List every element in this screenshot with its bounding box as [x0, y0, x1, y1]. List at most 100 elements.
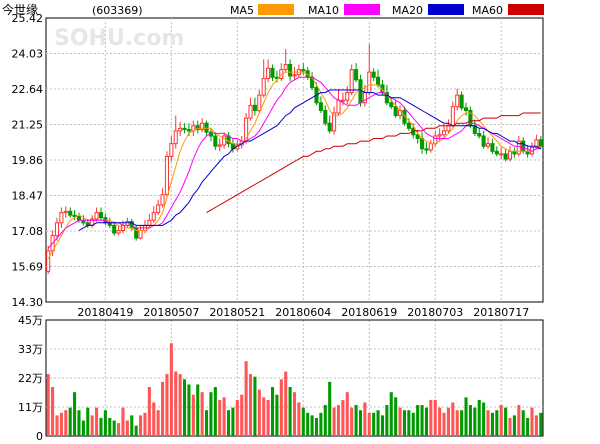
candle-body-up — [46, 250, 51, 272]
volume-bar — [178, 374, 182, 436]
volume-bar — [314, 417, 319, 436]
volume-bar — [407, 410, 411, 436]
volume-bar — [130, 415, 134, 436]
volume-bar — [156, 410, 160, 436]
volume-bar — [266, 399, 270, 436]
volume-bar — [306, 412, 310, 436]
volume-bar — [451, 402, 455, 436]
volume-bar — [416, 405, 420, 436]
candle-body-up — [442, 130, 447, 136]
candle-body-up — [437, 134, 442, 137]
volume-bar — [446, 407, 450, 436]
candle-body-up — [178, 127, 183, 132]
candle-body-down — [415, 134, 420, 140]
candle-body-down — [327, 122, 332, 132]
candle-body-down — [252, 104, 257, 111]
chart-header: 今世缘 (603369) SOHU.com MA5 MA10 MA20 MA60 — [2, 2, 544, 51]
volume-bar — [455, 410, 459, 436]
candle-body-down — [301, 69, 306, 72]
volume-bar — [398, 407, 402, 436]
volume-bar — [512, 415, 516, 436]
volume-bar — [345, 392, 349, 436]
volume-bar — [288, 387, 292, 436]
volume-bar — [376, 410, 380, 436]
volume-bar — [257, 389, 261, 436]
volume-bar — [112, 420, 116, 436]
volume-bar — [297, 402, 301, 436]
legend-swatch — [258, 4, 294, 15]
volume-bar — [248, 374, 253, 436]
volume-bar — [477, 399, 481, 436]
candle-body-up — [507, 150, 513, 160]
volume-bar — [473, 407, 477, 436]
candle-body-up — [169, 143, 174, 157]
candle-body-up — [63, 210, 68, 214]
volume-bar — [433, 399, 437, 436]
volume-bar — [231, 407, 235, 436]
volume-bar — [59, 412, 63, 436]
candle-body-up — [283, 63, 288, 71]
candle-body-down — [195, 125, 200, 131]
volume-bar — [222, 397, 226, 436]
candle-body-up — [151, 212, 156, 221]
candle-body-down — [376, 76, 381, 86]
volume-bar — [380, 415, 385, 436]
volume-bar — [147, 387, 151, 436]
ma-line-ma10 — [47, 76, 541, 249]
volume-bar — [332, 407, 336, 436]
volume-bar — [161, 381, 165, 436]
date-tick-label: 20180604 — [275, 306, 331, 319]
volume-bar — [526, 417, 530, 436]
candle-body-up — [147, 219, 152, 226]
candle-body-up — [257, 94, 262, 111]
candle-body-up — [367, 71, 372, 94]
candle-body-up — [217, 144, 222, 147]
candle-body-up — [332, 112, 337, 132]
volume-bar — [99, 417, 103, 436]
volume-bar — [336, 405, 341, 436]
volume-bar — [103, 410, 107, 436]
candle-body-up — [160, 194, 165, 206]
volume-bar — [438, 407, 442, 436]
volume-bar — [134, 425, 138, 436]
candle-body-up — [261, 78, 266, 96]
volume-bar — [64, 410, 68, 436]
candle-body-down — [494, 150, 499, 155]
volume-bar — [240, 394, 244, 436]
volume-bar — [429, 399, 433, 436]
date-tick-label: 20180521 — [209, 306, 265, 319]
volume-bar — [495, 410, 499, 436]
volume-bar — [165, 374, 169, 436]
candle-body-down — [76, 215, 82, 221]
candle-body-up — [336, 99, 341, 114]
candle-body-down — [490, 143, 495, 152]
price-tick-label: 24.03 — [12, 48, 44, 61]
volume-bar — [196, 384, 200, 436]
volume-bar — [521, 410, 525, 436]
price-tick-label: 14.30 — [12, 296, 44, 309]
volume-bar — [442, 412, 446, 436]
legend-swatch — [344, 4, 380, 15]
candle-body-up — [138, 229, 143, 239]
volume-bar — [81, 420, 85, 436]
legend-label: MA20 — [392, 4, 423, 17]
candle-body-up — [248, 104, 253, 119]
price-tick-label: 21.25 — [12, 119, 44, 132]
volume-bar — [292, 392, 297, 436]
candle-body-up — [125, 221, 130, 226]
volume-bar — [90, 415, 94, 436]
candle-body-down — [213, 135, 218, 147]
date-tick-label: 20180717 — [473, 306, 529, 319]
candle-body-up — [200, 122, 205, 131]
volume-bar — [204, 410, 209, 436]
candle-body-up — [340, 99, 345, 102]
volume-bar — [486, 410, 490, 436]
volume-panel: 45万 33万 22万 11万 0 — [18, 314, 544, 443]
legend-label: MA10 — [308, 4, 339, 17]
volume-bar — [464, 397, 468, 436]
candle-body-down — [204, 122, 209, 133]
volume-bar — [402, 410, 406, 436]
volume-bar — [530, 407, 534, 436]
